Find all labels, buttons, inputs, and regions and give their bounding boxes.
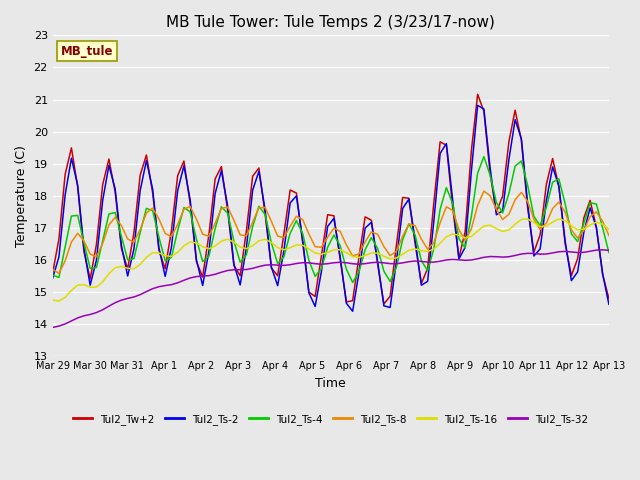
- Title: MB Tule Tower: Tule Temps 2 (3/23/17-now): MB Tule Tower: Tule Temps 2 (3/23/17-now…: [166, 15, 495, 30]
- Y-axis label: Temperature (C): Temperature (C): [15, 145, 28, 247]
- X-axis label: Time: Time: [316, 377, 346, 390]
- Legend: Tul2_Tw+2, Tul2_Ts-2, Tul2_Ts-4, Tul2_Ts-8, Tul2_Ts-16, Tul2_Ts-32: Tul2_Tw+2, Tul2_Ts-2, Tul2_Ts-4, Tul2_Ts…: [69, 409, 592, 429]
- Text: MB_tule: MB_tule: [61, 45, 113, 58]
